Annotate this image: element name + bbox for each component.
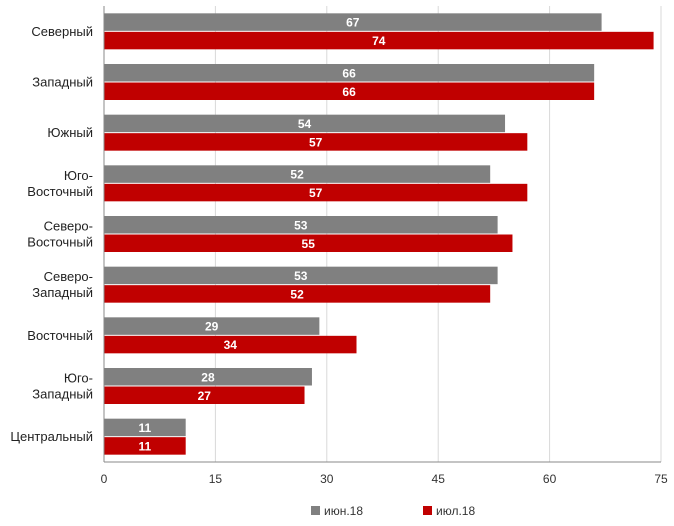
category-label: Центральный	[10, 429, 93, 444]
bars-layer	[104, 13, 654, 455]
legend-label: июн.18	[324, 504, 363, 518]
bar-value-label: 28	[201, 370, 215, 384]
category-label: Северный	[31, 24, 93, 39]
bar-value-label: 66	[342, 85, 356, 99]
bar-value-label: 29	[205, 320, 219, 334]
bar-value-label: 57	[309, 186, 323, 200]
bar	[104, 368, 312, 386]
bar	[104, 335, 357, 354]
category-label: Юго-Западный	[32, 371, 93, 402]
bar	[104, 133, 528, 151]
legend-label: июл.18	[436, 504, 475, 518]
bar-value-label: 11	[139, 421, 152, 435]
bar-value-label: 52	[290, 168, 304, 182]
bar-value-label: 54	[298, 117, 312, 131]
bar-value-label: 57	[309, 135, 323, 149]
x-tick-label: 45	[432, 472, 446, 486]
bar	[104, 183, 528, 202]
bar	[104, 386, 305, 404]
category-label: Юго-Восточный	[27, 168, 93, 199]
legend-swatch	[311, 506, 320, 515]
bar	[104, 82, 595, 100]
legend-swatch	[423, 506, 432, 515]
axis-layer: 0 15 30 45 60 75	[101, 6, 668, 486]
category-label: Северо-Западный	[32, 269, 93, 300]
bar-value-label: 52	[290, 287, 304, 301]
x-tick-label: 15	[209, 472, 223, 486]
x-tick-label: 30	[320, 472, 334, 486]
labels-layer: 67 74 Северный 66 66 Западный 54 57 Южный 52 57 Юго…	[10, 16, 385, 454]
bar	[104, 165, 491, 183]
legend: июн.18 июл.18	[311, 504, 475, 518]
bar	[104, 266, 498, 285]
bar	[104, 234, 513, 252]
bar-value-label: 74	[372, 34, 386, 48]
x-tick-label: 75	[654, 472, 668, 486]
bar-value-label: 67	[346, 16, 360, 30]
bar-value-label: 66	[342, 66, 356, 80]
bar	[104, 418, 186, 437]
bar-value-label: 53	[294, 269, 308, 283]
category-label: Южный	[47, 125, 93, 140]
bar	[104, 31, 654, 50]
bar	[104, 64, 595, 82]
bar	[104, 317, 320, 335]
bar-value-label: 53	[294, 218, 308, 232]
bar-value-label: 11	[139, 439, 152, 453]
bar	[104, 216, 498, 234]
x-tick-label: 60	[543, 472, 557, 486]
bar	[104, 437, 186, 455]
bar-value-label: 27	[198, 389, 212, 403]
bar	[104, 13, 602, 31]
bar	[104, 114, 506, 133]
bar	[104, 285, 491, 303]
bar-value-label: 34	[224, 338, 238, 352]
category-label: Восточный	[27, 328, 93, 343]
category-label: Северо-Восточный	[27, 219, 93, 250]
category-label: Западный	[32, 75, 93, 90]
x-tick-label: 0	[101, 472, 108, 486]
bar-value-label: 55	[302, 237, 316, 251]
